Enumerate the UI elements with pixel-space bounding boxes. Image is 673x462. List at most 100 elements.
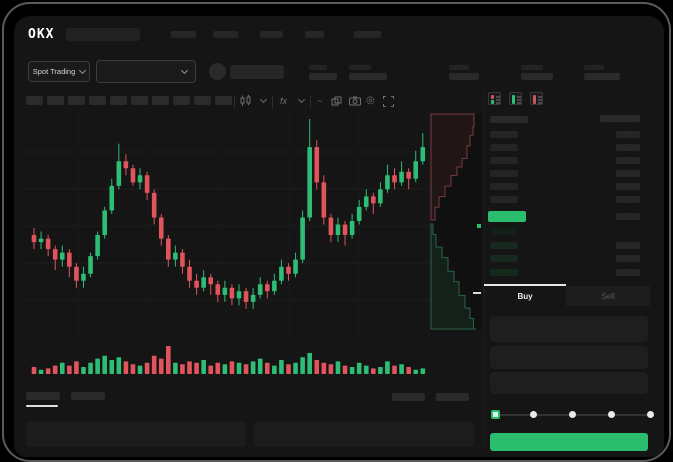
slider-handle[interactable] [491,410,500,419]
active-tab-indicator [26,405,58,407]
nav-item[interactable] [305,31,324,38]
bottom-tab-order-history[interactable] [71,392,105,400]
bid-amount[interactable] [616,255,640,262]
volume-bar [342,365,348,374]
bid-price[interactable] [490,268,518,276]
candle-style-icon[interactable] [239,95,252,107]
bottom-tab-open-orders[interactable] [26,392,60,400]
timeframe-button[interactable] [173,96,190,105]
ask-price[interactable] [490,144,518,151]
ask-amount[interactable] [616,157,640,164]
ask-price[interactable] [490,183,518,190]
candle [123,161,129,169]
price-input[interactable] [490,316,648,342]
bid-amount[interactable] [616,241,640,249]
volume-chart[interactable] [24,342,434,374]
candle [264,284,270,292]
slider-stop[interactable] [647,411,654,418]
indicators-icon[interactable]: fx [280,96,288,106]
slider-stop[interactable] [569,411,576,418]
ask-amount[interactable] [616,131,640,138]
stat-value [584,73,620,80]
nav-item[interactable] [213,31,238,38]
bottom-panel-left [26,421,246,447]
candlestick-chart[interactable] [24,112,434,337]
ask-amount[interactable] [616,183,640,190]
search-input[interactable] [66,28,140,41]
timeframe-button[interactable] [26,96,43,105]
line-tool-icon[interactable]: ~ [317,96,323,106]
nav-item[interactable] [260,31,283,38]
camera-icon[interactable] [349,96,361,106]
bid-price[interactable] [490,228,518,235]
bid-price[interactable] [490,241,518,249]
orderbook-header-price[interactable] [490,116,528,123]
timeframe-button[interactable] [131,96,148,105]
timeframe-button[interactable] [194,96,211,105]
settings-icon[interactable]: ◎ [366,95,375,106]
volume-bar [272,365,277,374]
volume-bar [194,362,199,374]
fullscreen-icon[interactable] [383,96,394,107]
ask-amount[interactable] [616,196,640,203]
volume-bar [229,361,235,374]
depth-chart[interactable] [430,113,481,330]
pair-dropdown[interactable] [96,60,196,83]
volume-bar [74,361,79,374]
bottom-action-placeholder[interactable] [436,393,469,401]
orderbook-table[interactable] [484,112,654,284]
candle [158,217,164,239]
ask-amount[interactable] [616,144,640,151]
volume-bar [300,357,305,374]
timeframe-button[interactable] [68,96,85,105]
volume-bar [264,362,270,374]
timeframe-button[interactable] [215,96,232,105]
timeframe-button[interactable] [47,96,64,105]
volume-bar [335,361,341,374]
stat-value [349,73,387,80]
slider-stop[interactable] [608,411,615,418]
orderbook-header-amount[interactable] [600,115,640,122]
ask-amount[interactable] [616,170,640,177]
nav-item[interactable] [171,31,196,38]
chevron-down-icon[interactable] [297,95,306,104]
candle [406,171,411,179]
bid-price[interactable] [490,255,518,262]
slider-stop[interactable] [530,411,537,418]
market-type-selector[interactable]: Spot Trading [28,61,90,82]
ask-price[interactable] [490,170,518,177]
bottom-action-placeholder[interactable] [392,393,425,401]
total-input[interactable] [490,372,648,394]
amount-input[interactable] [490,346,648,369]
last-price[interactable] [488,211,526,222]
candle [307,147,312,218]
candle [81,273,86,281]
chevron-down-icon[interactable] [259,95,268,104]
tab-buy[interactable]: Buy [484,284,566,306]
buy-button[interactable] [490,433,648,451]
tab-sell[interactable]: Sell [566,286,650,306]
ask-price[interactable] [490,131,518,138]
timeframe-button[interactable] [89,96,106,105]
compare-icon[interactable] [331,96,342,107]
book-asks-only-icon[interactable] [530,92,543,105]
price-row-amount[interactable] [616,213,640,220]
ask-price[interactable] [490,196,518,203]
toolbar-divider [272,96,273,108]
toolbar-divider [310,96,311,108]
ask-price[interactable] [490,157,518,164]
volume-bar [95,358,100,374]
timeframe-button[interactable] [152,96,169,105]
volume-bar [158,358,164,374]
book-bids-only-icon[interactable] [509,92,522,105]
bid-amount[interactable] [616,268,640,276]
okx-logo[interactable]: OKX [28,27,55,42]
timeframe-button[interactable] [110,96,127,105]
book-both-icon[interactable] [488,92,501,105]
volume-bar [52,365,58,374]
candle [109,185,115,211]
candle [321,182,327,218]
nav-item[interactable] [354,31,381,38]
volume-bar [123,361,129,374]
volume-bar [413,369,419,374]
